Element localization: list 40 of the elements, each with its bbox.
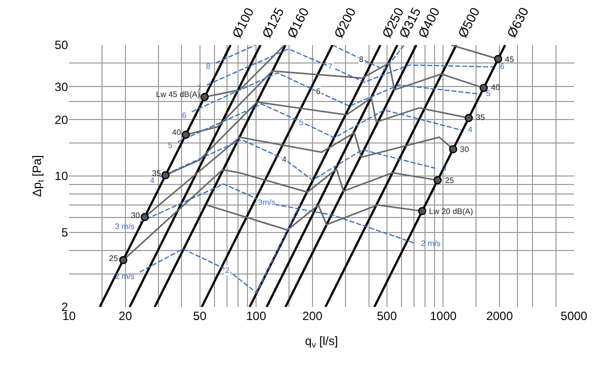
annotation: 25 — [109, 254, 118, 263]
annotation: 45 — [505, 55, 514, 64]
x-tick-label: 20 — [118, 309, 132, 323]
x-tick-label: 500 — [376, 309, 398, 323]
annotation: 5 — [486, 89, 491, 98]
annotation: 2 m/s — [421, 239, 441, 248]
annotation: Lw 45 dB(A) — [156, 90, 200, 99]
annotation: Ø630 — [504, 4, 532, 40]
annotation: 6 — [500, 62, 505, 71]
annotation: 25 — [445, 176, 454, 185]
annotation: 30 — [460, 145, 470, 154]
x-axis-title: q$_{v}$ [l/s] — [305, 334, 338, 350]
y-tick-label: 20 — [54, 112, 68, 127]
annotation: 35 — [152, 169, 162, 178]
annotation: 6 — [182, 111, 187, 120]
annotation: Lw 20 dB(A) — [429, 207, 474, 216]
x-tick-label: 1000 — [430, 309, 457, 323]
annotation: 8 — [206, 62, 211, 71]
annotation: 40 — [172, 128, 182, 137]
annotation: 3 m/s — [115, 222, 135, 231]
y-tick-label: 30 — [54, 80, 68, 94]
x-tick-label: 100 — [246, 309, 266, 323]
annotation: Ø200 — [330, 5, 359, 40]
annotation: Ø500 — [454, 4, 483, 40]
x-tick-label: 200 — [302, 309, 323, 323]
annotation: 7 — [197, 84, 202, 93]
annotation: 4 — [150, 176, 155, 185]
y-tick-label: 10 — [54, 169, 68, 184]
annotation: 35 — [476, 113, 486, 122]
y-tick-label: 5 — [61, 226, 68, 240]
y-tick-label: 50 — [54, 38, 68, 52]
annotation: 40 — [491, 83, 500, 92]
x-tick-label: 5000 — [560, 309, 588, 323]
annotation: 4 — [468, 125, 473, 134]
annotation: 5 — [168, 141, 173, 150]
annotation: Ø100 — [229, 5, 257, 40]
annotation: 2 m/s — [115, 272, 135, 281]
x-tick-label: 2000 — [486, 309, 514, 323]
x-tick-label: 50 — [193, 309, 207, 323]
annotation: 30 — [131, 211, 140, 220]
